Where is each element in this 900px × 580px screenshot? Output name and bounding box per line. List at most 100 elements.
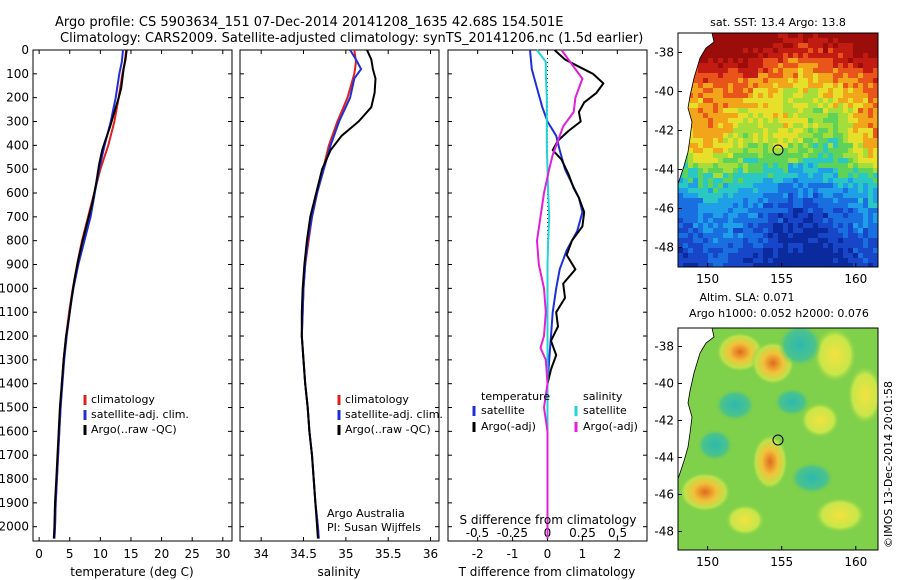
sst-cell	[848, 258, 853, 263]
sst-cell	[748, 148, 753, 153]
sst-cell	[708, 213, 713, 218]
sst-cell	[683, 178, 688, 183]
x-tick-label: -1	[507, 547, 519, 561]
sst-cell	[743, 208, 748, 213]
sst-cell	[828, 223, 833, 228]
sst-cell	[708, 183, 713, 188]
sst-cell	[808, 118, 813, 123]
sst-cell	[818, 218, 823, 223]
sst-cell	[818, 178, 823, 183]
sst-cell	[853, 168, 858, 173]
sst-cell	[763, 138, 768, 143]
sst-cell	[768, 178, 773, 183]
map-y-tick-label: -48	[654, 525, 674, 539]
sst-cell	[763, 178, 768, 183]
sst-cell	[688, 183, 693, 188]
sst-cell	[788, 38, 793, 43]
sst-cell	[738, 193, 743, 198]
sst-cell	[798, 83, 803, 88]
sst-cell	[753, 108, 758, 113]
sst-cell	[738, 258, 743, 263]
sst-cell	[818, 193, 823, 198]
x-tick-label: 36	[423, 547, 438, 561]
sst-cell	[768, 108, 773, 113]
sst-cell	[853, 238, 858, 243]
sst-cell	[793, 238, 798, 243]
sst-cell	[798, 118, 803, 123]
sst-cell	[728, 263, 733, 267]
sst-cell	[873, 198, 878, 203]
sst-cell	[808, 198, 813, 203]
sst-cell	[778, 263, 783, 267]
sst-cell	[783, 233, 788, 238]
sst-cell	[848, 73, 853, 78]
sst-cell	[803, 48, 808, 53]
sst-cell	[728, 48, 733, 53]
sst-cell	[798, 178, 803, 183]
sst-cell	[783, 173, 788, 178]
x-tick-label: 5	[66, 547, 74, 561]
sst-cell	[813, 43, 818, 48]
sst-cell	[738, 233, 743, 238]
sst-cell	[803, 38, 808, 43]
sst-cell	[758, 53, 763, 58]
sst-cell	[758, 208, 763, 213]
sst-cell	[738, 163, 743, 168]
sst-cell	[698, 78, 703, 83]
sst-cell	[743, 103, 748, 108]
sst-cell	[808, 48, 813, 53]
sst-cell	[733, 178, 738, 183]
sst-cell	[798, 48, 803, 53]
sst-cell	[733, 228, 738, 233]
sst-cell	[863, 48, 868, 53]
sst-cell	[773, 153, 778, 158]
sst-cell	[813, 258, 818, 263]
sst-cell	[868, 143, 873, 148]
sst-cell	[748, 203, 753, 208]
sst-cell	[793, 218, 798, 223]
sst-cell	[718, 143, 723, 148]
sst-cell	[853, 118, 858, 123]
sst-cell	[783, 188, 788, 193]
sst-cell	[818, 223, 823, 228]
y-tick-label: 0	[21, 43, 29, 57]
sst-cell	[838, 33, 843, 38]
sst-cell	[718, 53, 723, 58]
sst-cell	[738, 93, 743, 98]
sst-cell	[803, 198, 808, 203]
sst-cell	[823, 63, 828, 68]
sst-cell	[843, 63, 848, 68]
sst-cell	[738, 213, 743, 218]
sst-cell	[743, 58, 748, 63]
sst-cell	[753, 38, 758, 43]
sst-cell	[803, 113, 808, 118]
sst-cell	[833, 98, 838, 103]
sst-cell	[738, 143, 743, 148]
sst-cell	[783, 203, 788, 208]
sst-cell	[828, 108, 833, 113]
sst-cell	[763, 153, 768, 158]
sla-map-title-line1: Altim. SLA: 0.071	[699, 291, 794, 304]
sst-cell	[778, 248, 783, 253]
sst-cell	[788, 113, 793, 118]
sst-cell	[758, 163, 763, 168]
sst-cell	[733, 223, 738, 228]
sst-cell	[743, 38, 748, 43]
sst-cell	[718, 193, 723, 198]
sst-cell	[843, 168, 848, 173]
sst-cell	[818, 168, 823, 173]
sst-cell	[708, 78, 713, 83]
sst-cell	[748, 128, 753, 133]
sst-cell	[843, 233, 848, 238]
sst-cell	[748, 123, 753, 128]
sst-cell	[733, 43, 738, 48]
sst-cell	[838, 78, 843, 83]
sst-cell	[818, 233, 823, 238]
sst-cell	[848, 173, 853, 178]
sst-cell	[793, 88, 798, 93]
sst-cell	[733, 153, 738, 158]
sst-cell	[683, 223, 688, 228]
sst-cell	[748, 223, 753, 228]
sst-cell	[753, 58, 758, 63]
sst-cell	[768, 208, 773, 213]
